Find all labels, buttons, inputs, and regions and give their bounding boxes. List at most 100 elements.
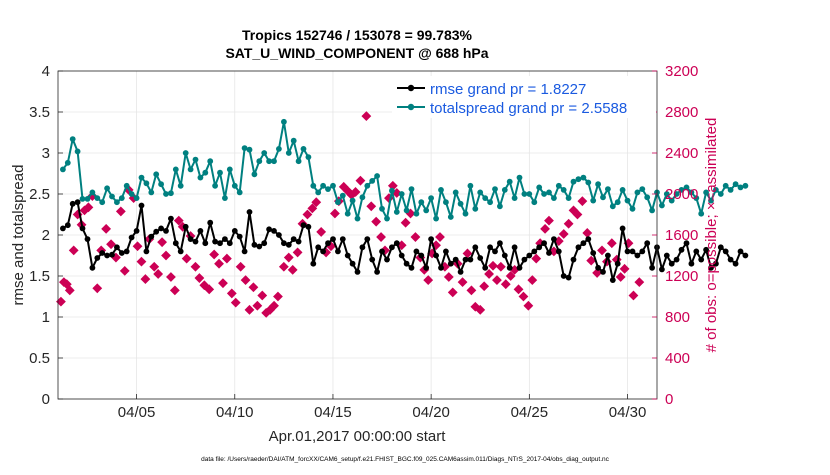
obs-count-marker — [350, 187, 361, 197]
obs-count-marker — [488, 260, 498, 271]
obs-count-marker — [115, 206, 126, 217]
rmse-point — [423, 264, 430, 271]
spread-point — [349, 197, 356, 204]
rmse-point — [138, 202, 145, 209]
legend-spread-marker — [407, 103, 415, 111]
spread-point — [192, 156, 199, 163]
spread-point — [619, 187, 626, 193]
rmse-point — [614, 260, 621, 267]
rmse-point — [281, 240, 287, 247]
spread-point — [374, 173, 380, 179]
spread-point — [438, 187, 444, 193]
rmse-point — [742, 252, 749, 259]
rmse-point — [261, 240, 268, 247]
rmse-point — [158, 225, 165, 232]
spread-point — [713, 187, 719, 193]
rmse-point — [516, 264, 523, 271]
obs-count-marker — [563, 218, 574, 229]
spread-point — [703, 189, 709, 196]
x-axis: 04/05 04/10 04/15 04/20 04/25 04/30 — [118, 394, 646, 421]
spread-point — [487, 199, 493, 206]
rmse-point — [732, 260, 739, 267]
obs-count-marker — [218, 278, 228, 289]
rmse-point — [379, 248, 385, 255]
spread-point — [344, 210, 351, 217]
obs-count-marker — [190, 261, 201, 272]
rmse-point — [187, 236, 194, 243]
spread-point — [732, 181, 739, 188]
rmse-point — [320, 248, 326, 255]
spread-point — [516, 174, 523, 181]
spread-point — [207, 158, 214, 165]
obs-count-marker — [166, 272, 176, 282]
spread-point — [511, 195, 518, 202]
rmse-point — [659, 266, 665, 273]
x-tick-label: 04/25 — [511, 404, 549, 421]
spread-point — [300, 146, 307, 152]
obs-count-marker — [273, 291, 283, 302]
spread-point — [693, 195, 700, 202]
spread-point — [222, 195, 228, 202]
rmse-point — [634, 252, 641, 259]
obs-count-marker — [479, 281, 490, 292]
obs-count-marker — [119, 265, 130, 276]
spread-point — [99, 199, 106, 206]
left-tick-label: 3.5 — [29, 104, 50, 121]
rmse-point — [99, 250, 106, 256]
rmse-point — [629, 248, 636, 255]
rmse-point — [560, 273, 567, 279]
rmse-point — [133, 228, 140, 234]
rmse-point — [467, 256, 474, 263]
spread-point — [536, 184, 543, 191]
rmse-point — [109, 251, 115, 258]
rmse-point — [114, 244, 120, 251]
spread-point — [634, 189, 641, 196]
obs-count-marker — [531, 253, 542, 264]
rmse-point — [487, 244, 493, 251]
rmse-point — [177, 248, 184, 255]
obs-count-marker — [540, 223, 550, 234]
spread-point — [717, 191, 724, 197]
spread-point — [644, 194, 651, 201]
rmse-point — [673, 256, 680, 263]
right-tick-label: 3200 — [665, 63, 698, 80]
footer-data-file: data file: /Users/raeder/DAI/ATM_forcXX/… — [201, 456, 610, 463]
spread-point — [521, 191, 528, 197]
obs-count-marker — [500, 279, 511, 290]
obs-count-marker — [518, 291, 529, 302]
spread-point — [310, 182, 317, 189]
rmse-point — [266, 226, 272, 233]
spread-point — [443, 199, 449, 206]
obs-count-marker — [316, 227, 327, 237]
rmse-point — [325, 240, 331, 247]
rmse-point — [374, 269, 380, 275]
spread-point — [172, 166, 179, 173]
spread-point — [452, 189, 459, 196]
obs-count-marker — [475, 304, 486, 315]
rmse-point — [290, 236, 297, 243]
rmse-point — [511, 244, 518, 251]
rmse-point — [354, 269, 361, 275]
spread-point — [678, 187, 685, 193]
rmse-point — [148, 233, 155, 240]
obs-count-marker — [558, 229, 569, 239]
spread-point — [285, 150, 292, 156]
spread-point — [497, 203, 503, 210]
rmse-point — [271, 228, 277, 234]
spread-point — [335, 199, 341, 206]
rmse-point — [231, 228, 238, 234]
obs-count-marker — [230, 297, 241, 308]
obs-count-marker — [226, 288, 237, 299]
spread-point — [217, 169, 223, 176]
spread-point — [580, 174, 587, 181]
rmse-point — [236, 233, 243, 240]
spread-point — [501, 187, 508, 193]
legend-spread-label: totalspread grand pr = 2.5588 — [430, 100, 627, 117]
spread-point — [403, 207, 410, 214]
rmse-point — [212, 238, 219, 245]
rmse-point — [580, 240, 587, 247]
spread-point — [64, 159, 71, 166]
obs-count-marker — [400, 217, 411, 228]
obs-count-marker — [592, 268, 603, 278]
